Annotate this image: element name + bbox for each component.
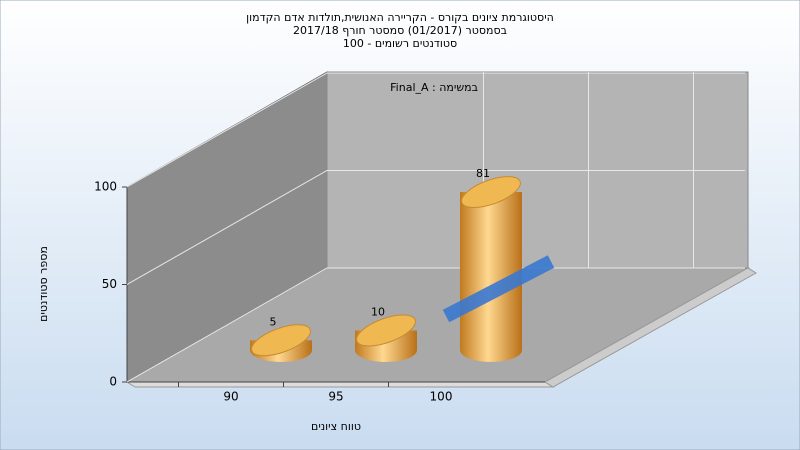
title-line: בסמסטר (01/2017) סמסטר חורף 2017/18	[293, 24, 507, 37]
value-label: 81	[476, 167, 490, 180]
x-axis-label: טווח ציונים	[311, 420, 361, 433]
bar	[250, 324, 312, 362]
grid-line	[126, 267, 745, 383]
value-label: 5	[270, 315, 277, 328]
y-tick-label: 50	[102, 277, 117, 291]
bar	[460, 176, 522, 362]
floor-edge	[125, 381, 555, 388]
x-tick-label: 100	[430, 390, 453, 404]
annotation: במשימה : Final_A	[390, 81, 478, 94]
floor-side	[544, 267, 757, 388]
bar-top	[356, 314, 416, 347]
y-tick-label: 0	[109, 375, 117, 389]
y-axis-label: מספר סטודנטים	[37, 246, 50, 322]
grid-line	[126, 72, 745, 188]
x-tick-label: 90	[223, 390, 238, 404]
bar-top	[461, 176, 521, 209]
bar	[355, 314, 417, 362]
grid-line	[126, 170, 745, 285]
bar-top	[251, 324, 311, 357]
y-tick-label: 100	[94, 180, 117, 194]
value-label: 10	[371, 306, 385, 319]
line-series	[442, 255, 555, 323]
bar-body	[460, 192, 522, 362]
x-tick-label: 95	[328, 390, 343, 404]
title-line: סטודנטים רשומים - 100	[343, 37, 457, 50]
title-line: היסטוגרמת ציונים בקורס - הקריירה האנושית…	[246, 11, 554, 24]
